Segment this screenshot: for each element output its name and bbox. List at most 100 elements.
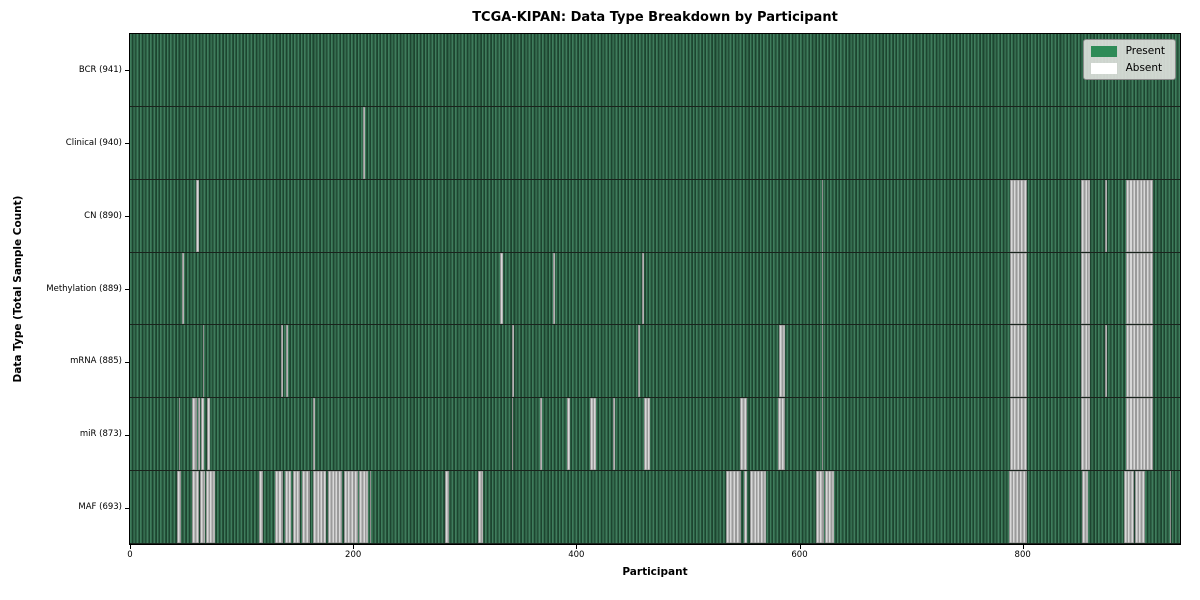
absent-stripe [821, 252, 824, 325]
plot-area: Present Absent [129, 33, 1181, 545]
absent-stripe [206, 398, 211, 471]
y-tick-label-mrna: mRNA (885) [70, 356, 122, 367]
absent-stripe [642, 252, 645, 325]
absent-stripe [1105, 179, 1107, 252]
absent-stripe [327, 471, 342, 543]
absent-stripe [821, 325, 824, 398]
legend-item-present: Present [1090, 45, 1165, 57]
absent-stripe [201, 398, 204, 471]
row-mrna [130, 325, 1180, 399]
x-tick-mark [353, 545, 355, 549]
absent-stripe [1010, 252, 1028, 325]
absent-stripe [1169, 471, 1172, 543]
absent-stripe [1126, 179, 1154, 252]
absent-stripe [444, 471, 450, 543]
row-cn [130, 179, 1180, 253]
x-tick-mark [1022, 545, 1024, 549]
absent-stripe [198, 398, 201, 471]
y-tick-label-methylation: Methylation (889) [46, 283, 122, 294]
absent-stripe [202, 325, 204, 398]
absent-stripe [1135, 471, 1146, 543]
absent-swatch-icon [1090, 62, 1117, 74]
absent-stripe [1126, 398, 1154, 471]
absent-stripe [613, 398, 616, 471]
absent-stripe [1010, 179, 1028, 252]
y-tick-label-maf: MAF (693) [78, 502, 122, 513]
absent-stripe [176, 471, 182, 543]
absent-stripe [1009, 471, 1028, 543]
absent-stripe [1010, 398, 1028, 471]
absent-stripe [205, 471, 215, 543]
absent-stripe [192, 471, 200, 543]
absent-stripe [200, 471, 205, 543]
absent-stripe [740, 398, 748, 471]
absent-stripe [275, 471, 283, 543]
legend: Present Absent [1082, 39, 1176, 80]
absent-stripe [1126, 325, 1154, 398]
absent-stripe [285, 471, 291, 543]
x-tick-label: 800 [1014, 550, 1031, 560]
absent-stripe [539, 398, 542, 471]
absent-stripe [725, 471, 742, 543]
x-tick-label: 600 [791, 550, 808, 560]
absent-stripe [825, 471, 835, 543]
y-tick-mark [125, 434, 129, 436]
row-bcr [130, 34, 1180, 107]
absent-stripe [344, 471, 358, 543]
y-tick-mark [125, 507, 129, 509]
absent-stripe [259, 471, 263, 543]
absent-stripe [552, 252, 556, 325]
absent-stripe [312, 398, 316, 471]
row-maf [130, 471, 1180, 544]
x-tick-mark [576, 545, 578, 549]
absent-stripe [179, 398, 181, 471]
absent-stripe [358, 471, 368, 543]
absent-stripe [1081, 471, 1089, 543]
y-tick-label-bcr: BCR (941) [78, 64, 122, 75]
x-axis-label: Participant [622, 566, 688, 578]
absent-stripe [182, 252, 184, 325]
absent-stripe [1126, 252, 1154, 325]
x-tick-label: 400 [568, 550, 585, 560]
absent-stripe [301, 471, 310, 543]
chart-title: TCGA-KIPAN: Data Type Breakdown by Parti… [472, 10, 838, 25]
row-mir [130, 398, 1180, 472]
absent-stripe [195, 179, 200, 252]
absent-stripe [1080, 325, 1090, 398]
absent-stripe [743, 471, 748, 543]
absent-stripe [644, 398, 650, 471]
absent-stripe [750, 471, 766, 543]
absent-stripe [779, 325, 785, 398]
row-clinical [130, 106, 1180, 180]
legend-absent-label: Absent [1125, 62, 1163, 74]
absent-stripe [312, 471, 327, 543]
absent-stripe [478, 471, 483, 543]
y-tick-label-clinical: Clinical (940) [65, 137, 122, 148]
absent-stripe [280, 325, 283, 398]
absent-stripe [369, 471, 372, 543]
absent-stripe [292, 471, 300, 543]
absent-stripe [567, 398, 570, 471]
absent-stripe [1080, 252, 1090, 325]
absent-stripe [192, 398, 197, 471]
absent-stripe [1105, 325, 1107, 398]
absent-stripe [589, 398, 597, 471]
absent-stripe [1080, 398, 1090, 471]
legend-present-label: Present [1125, 45, 1165, 57]
absent-stripe [821, 398, 824, 471]
y-tick-mark [125, 70, 129, 72]
x-tick-mark [130, 545, 131, 549]
x-tick-mark [799, 545, 801, 549]
y-tick-mark [125, 361, 129, 363]
absent-stripe [821, 179, 824, 252]
absent-stripe [1080, 179, 1090, 252]
absent-stripe [637, 325, 640, 398]
absent-stripe [286, 325, 289, 398]
present-swatch-icon [1090, 45, 1117, 57]
absent-stripe [500, 252, 503, 325]
row-methylation [130, 252, 1180, 326]
x-tick-label: 0 [127, 550, 133, 560]
x-tick-label: 200 [345, 550, 362, 560]
legend-item-absent: Absent [1090, 62, 1165, 74]
